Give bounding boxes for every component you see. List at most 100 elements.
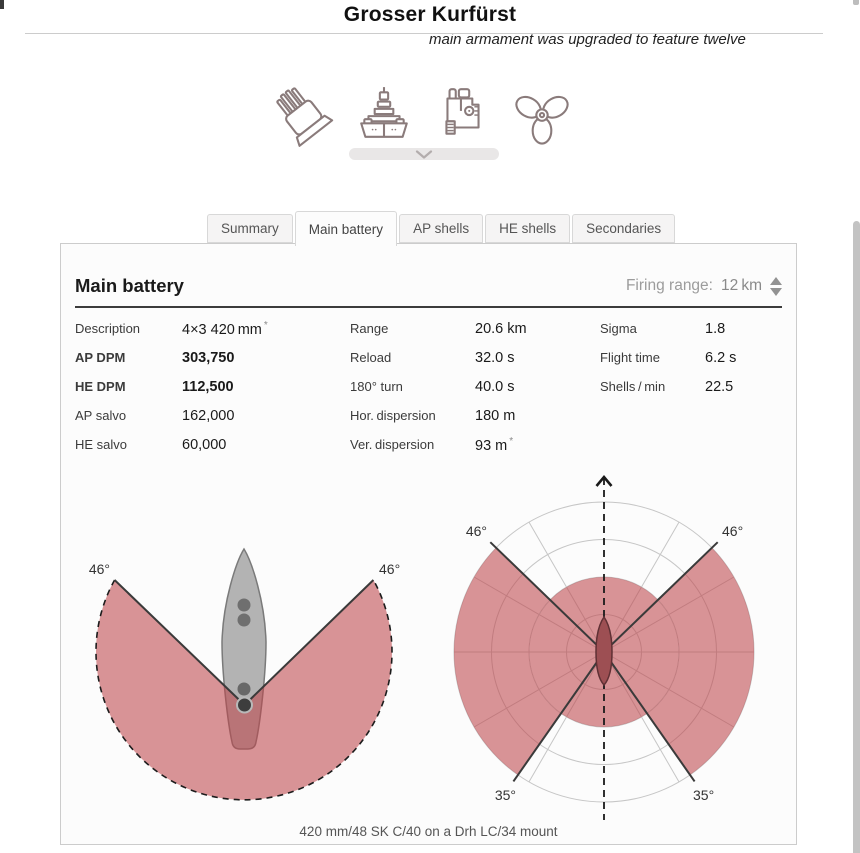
firing-range-value: 12 km [720,277,762,294]
tab-main-battery[interactable]: Main battery [294,211,398,246]
modules-expander[interactable] [349,148,499,160]
turret-icon [276,87,334,147]
ship-silhouette [595,615,613,687]
gun-mount-caption: 420 mm/48 SK C/40 on a Drh LC/34 mount [299,824,558,839]
stat-label: HE salvo [75,437,128,452]
stat-value: 60,000 [182,436,227,453]
module-icon-row [276,84,571,147]
stat-row: Description 4×3 420 mm * [75,314,268,343]
turret-firing-arc-diagram: 46° 46° [89,547,400,801]
turret-dot-2[interactable] [237,613,251,627]
stat-value: 180 m [475,407,516,424]
stat-value: 32.0 s [475,349,515,366]
stat-value: 162,000 [182,407,235,424]
tab-summary[interactable]: Summary [207,214,293,243]
tab-ap-shells[interactable]: AP shells [399,214,484,243]
fire-control-icon [445,88,480,135]
propeller-icon [515,95,569,145]
stat-row: Sigma 1.8 [600,314,736,343]
stat-label: HE DPM [75,379,126,394]
stat-value: 6.2 s [705,349,737,366]
stat-row: Shells / min 22.5 [600,372,736,401]
chevron-down-icon [415,149,433,159]
clipped-edge-element [0,0,4,9]
panel-header: Main battery Firing range: 12 km [75,268,782,304]
polar-angle-aft-right: 35° [693,787,714,803]
stat-label: Hor. dispersion [350,408,436,423]
polar-angle-aft-left: 35° [495,787,516,803]
stat-row: Reload 32.0 s [350,343,527,372]
stat-value: 93 m * [475,435,514,454]
stat-value: 22.5 [705,378,734,395]
stats-column-2: Range 20.6 km Reload 32.0 s 180° turn 40… [350,314,527,459]
arc-edge-left [113,579,246,706]
stat-label: Reload [350,350,392,365]
stat-row: Range 20.6 km [350,314,527,343]
stat-row: AP DPM 303,750 [75,343,268,372]
arc-boundary-lines [489,541,719,782]
scrolled-description-text: main armament was upgraded to feature tw… [429,31,746,48]
firing-range-stepper [770,276,782,296]
panel-title: Main battery [75,275,184,296]
outer-arc-left [453,547,561,775]
propulsion-module-button[interactable] [513,84,571,145]
hull-module-button[interactable] [355,84,413,142]
header-divider [25,33,823,34]
stat-value: 40.0 s [475,378,515,395]
firing-arc-dashed-circle [95,579,393,801]
sticky-header [0,0,860,33]
outer-arc-right [647,547,755,775]
stats-column-1: Description 4×3 420 mm * AP DPM 303,750 H… [75,314,268,459]
stat-label: Ver. dispersion [350,437,435,452]
fire-control-module-button[interactable] [434,84,492,142]
main-battery-panel: Main battery Firing range: 12 km Descrip… [60,243,797,845]
stat-label: AP DPM [75,350,126,365]
tab-secondaries[interactable]: Secondaries [572,214,676,243]
stat-label: Description [75,321,141,336]
stat-value: 20.6 km [475,320,527,337]
page-scrollbar-thumb[interactable] [853,221,860,853]
turret-dot-1[interactable] [237,598,251,612]
stat-row: Flight time 6.2 s [600,343,736,372]
stats-tab-bar: Summary Main battery AP shells HE shells… [207,211,677,246]
polar-angle-fore-left: 46° [466,523,487,539]
stat-row: Ver. dispersion 93 m * [350,430,527,459]
tab-he-shells[interactable]: HE shells [485,214,571,243]
stepper-up-icon[interactable] [770,276,782,285]
stepper-down-icon[interactable] [770,287,782,296]
stat-label: Range [350,321,389,336]
page-title: Grosser Kurfürst [343,3,517,26]
stat-label: 180° turn [350,379,403,394]
stat-value: 1.8 [705,320,726,337]
arc-angle-label-right: 46° [379,561,400,577]
stat-value: 4×3 420 mm * [182,319,268,338]
hull-icon [360,87,408,138]
scrollbar-top-cap [853,0,859,5]
stat-row: 180° turn 40.0 s [350,372,527,401]
stats-column-3: Sigma 1.8 Flight time 6.2 s Shells / min… [600,314,736,401]
asterisk: * [509,435,514,447]
polar-angle-fore-right: 46° [722,523,743,539]
firing-range-label: Firing range: [625,277,713,294]
stat-label: Sigma [600,321,637,336]
stat-value: 303,750 [182,349,235,366]
stat-label: AP salvo [75,408,127,423]
heading-arrow-icon [595,474,613,487]
arc-angle-label-left: 46° [89,561,110,577]
polar-arc-diagram: 46° 46° 35° 35° [453,474,755,820]
stat-label: Flight time [600,350,660,365]
stat-row: Hor. dispersion 180 m [350,401,527,430]
asterisk: * [263,319,268,331]
stat-row: HE salvo 60,000 [75,430,268,459]
stat-label: Shells / min [600,379,666,394]
selected-turret-dot[interactable] [236,696,253,714]
firing-range-control: Firing range: 12 km [625,276,782,296]
stat-value: 112,500 [182,378,234,395]
panel-divider [75,306,782,308]
stat-row: HE DPM 112,500 [75,372,268,401]
arc-edge-right [243,579,375,706]
main-battery-module-button[interactable] [276,84,334,147]
stat-row: AP salvo 162,000 [75,401,268,430]
turret-dot-3[interactable] [237,682,251,696]
